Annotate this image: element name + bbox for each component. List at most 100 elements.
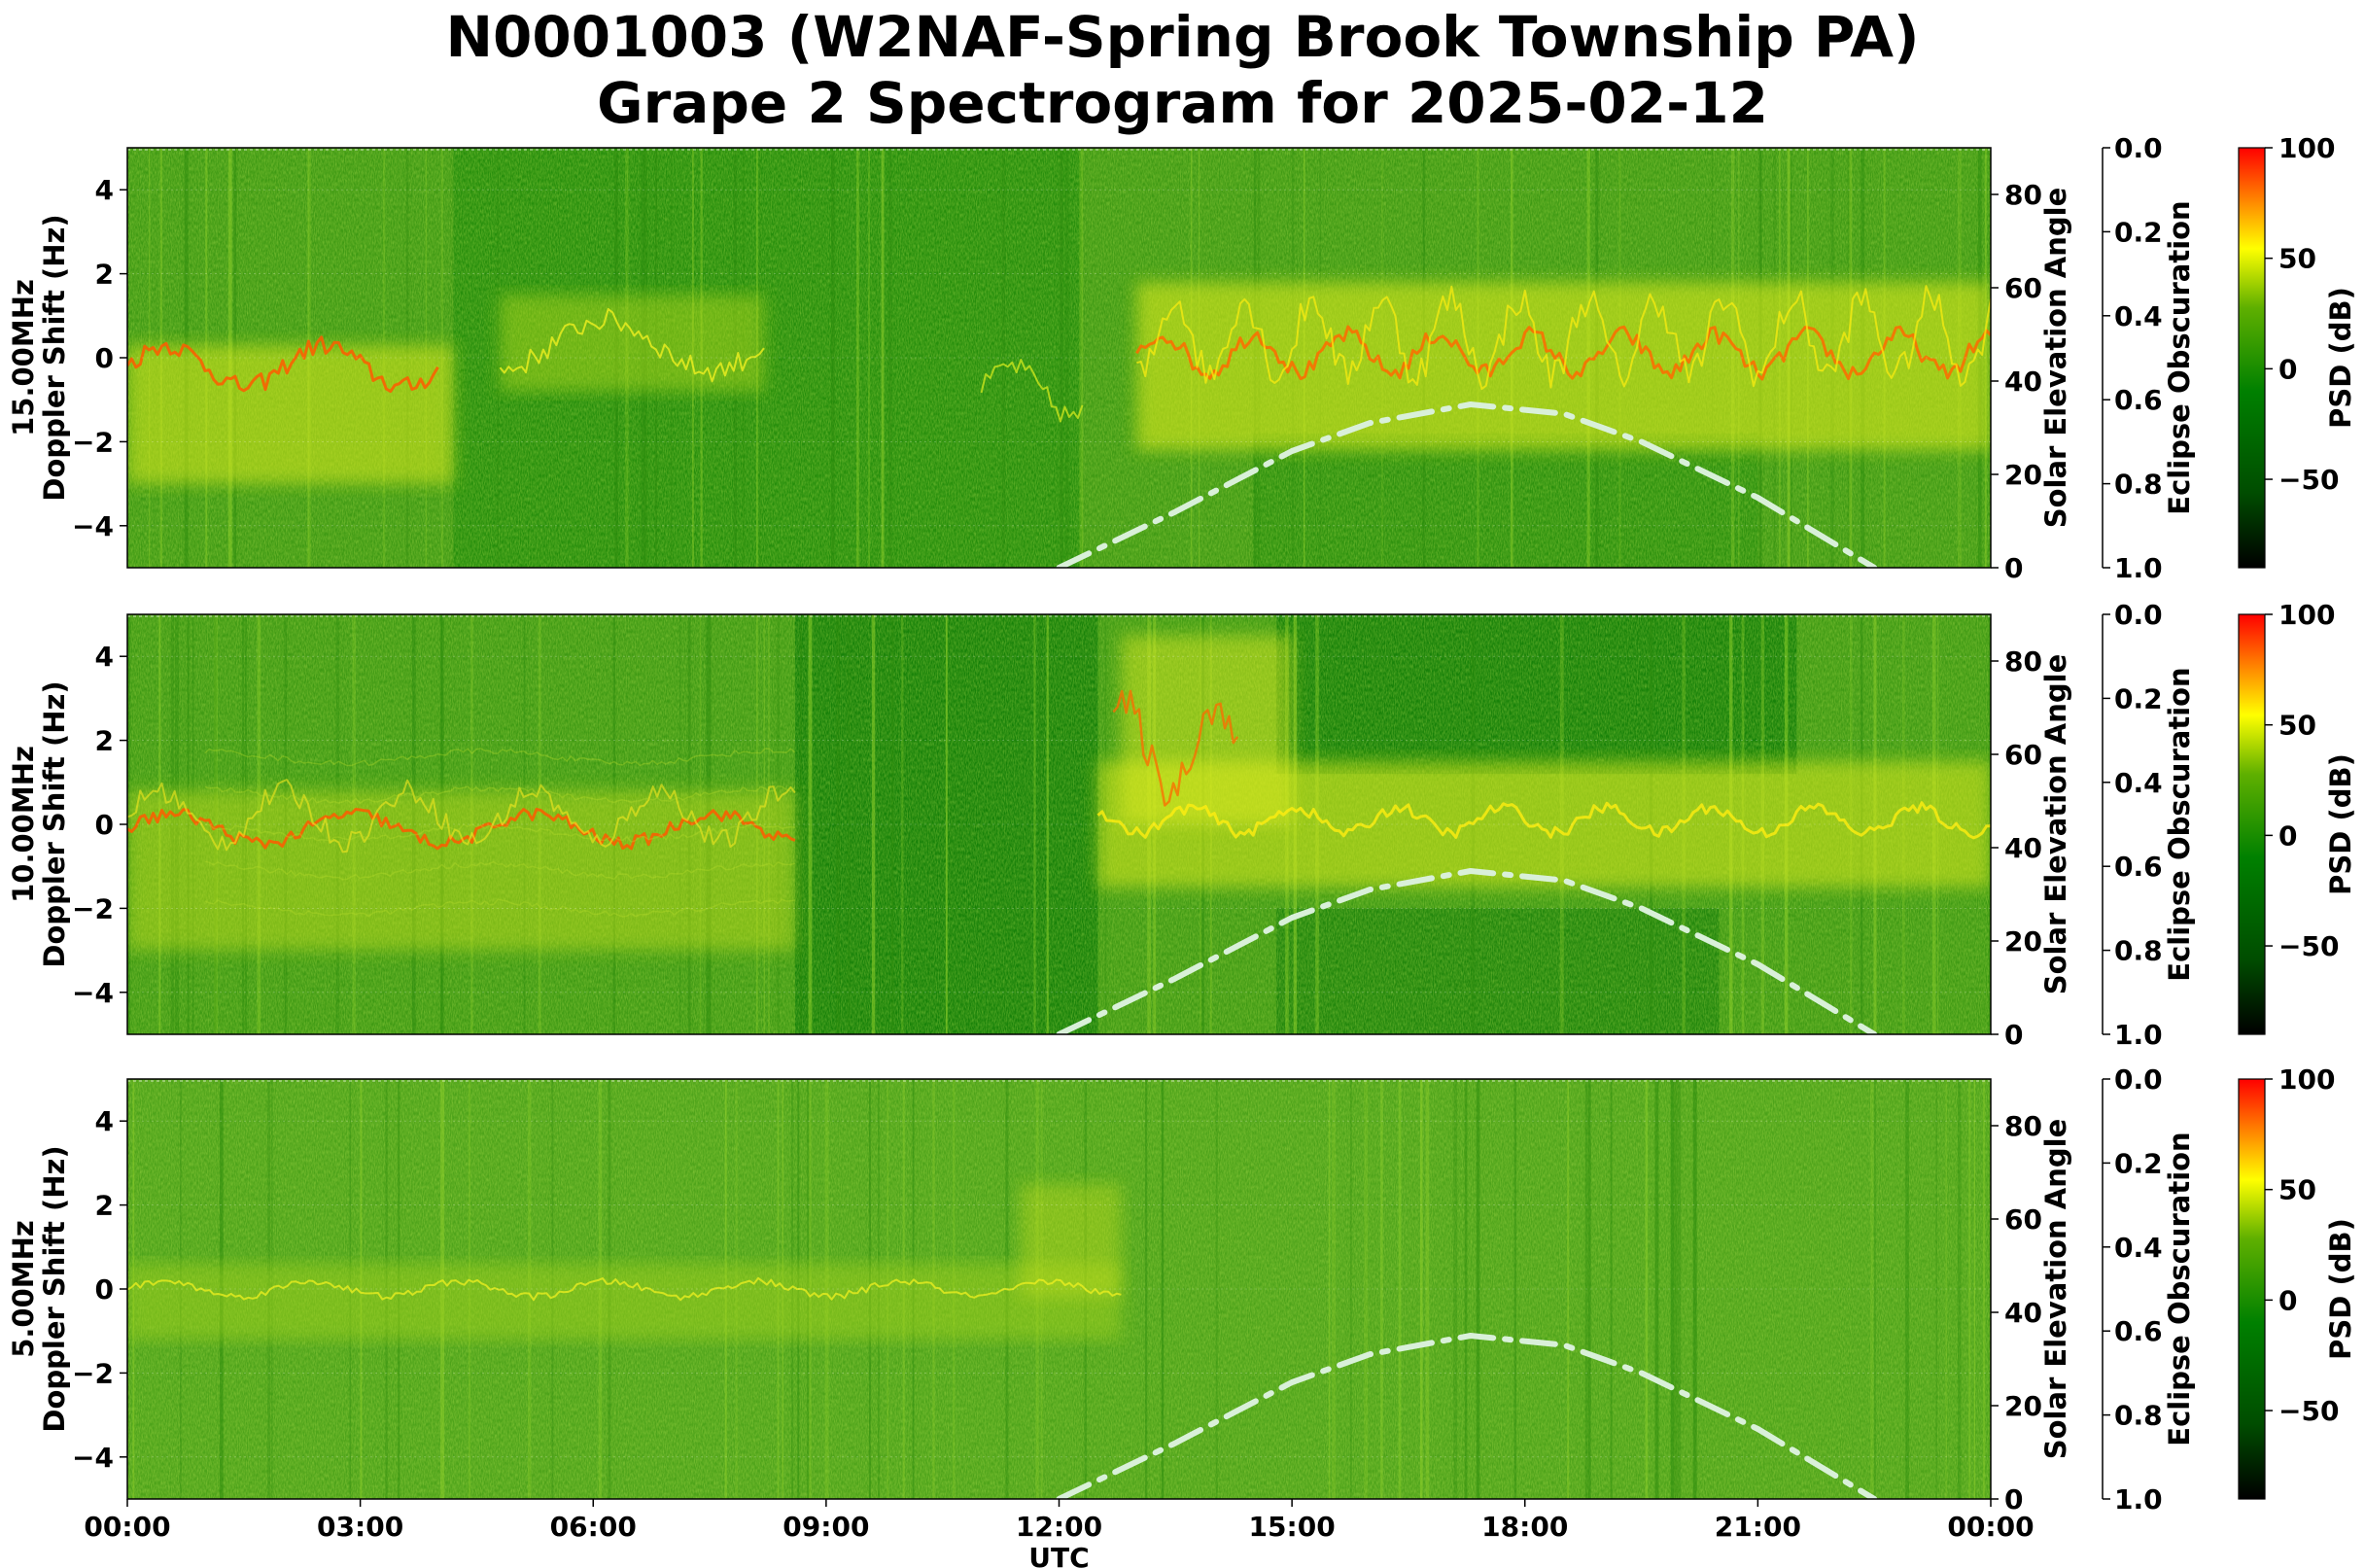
vertical-streak: [1584, 1079, 1587, 1499]
vertical-streak: [1476, 1079, 1480, 1499]
vertical-streak: [1419, 1079, 1422, 1499]
ytick-label: −4: [72, 510, 114, 542]
xtick-label: 03:00: [317, 1511, 403, 1543]
eclipse-tick-label: 1.0: [2114, 1019, 2163, 1051]
vertical-streak: [1364, 1079, 1369, 1499]
eclipse-tick-label: 0.2: [2114, 1147, 2163, 1179]
vertical-streak: [1645, 1079, 1649, 1499]
vertical-streak: [1973, 1079, 1975, 1499]
ytick-label: 2: [95, 259, 114, 291]
spectrogram-area: [127, 1079, 1991, 1499]
panel-frequency-label: 5.00MHz: [7, 1220, 40, 1358]
vertical-streak: [1060, 148, 1063, 568]
vertical-streak: [1161, 1079, 1165, 1499]
eclipse-tick-label: 0.2: [2114, 216, 2163, 248]
vertical-streak: [1567, 1079, 1570, 1499]
vertical-streak: [1215, 1079, 1218, 1499]
signal-trace: [980, 358, 1084, 423]
solar-axis-label: Solar Elevation Angle: [2039, 654, 2072, 995]
title-line-2: Grape 2 Spectrogram for 2025-02-12: [597, 70, 1768, 136]
eclipse-tick-label: 0.6: [2114, 384, 2163, 416]
ytick-label: 0: [95, 342, 114, 374]
colorbar-label: PSD (dB): [2324, 753, 2357, 895]
vertical-streak: [1935, 1079, 1937, 1499]
eclipse-tick-label: 0.4: [2114, 767, 2163, 799]
colorbar: [2238, 147, 2266, 569]
vertical-streak: [891, 614, 894, 1034]
xtick-label: 00:00: [84, 1511, 170, 1543]
solar-tick-label: 40: [2004, 832, 2042, 864]
colorbar-tick-label: 100: [2278, 1063, 2335, 1096]
harmonic-trace: [204, 784, 796, 805]
xtick-label: 18:00: [1481, 1511, 1568, 1543]
vertical-streak: [1328, 1079, 1331, 1499]
vertical-streak: [1670, 1079, 1675, 1499]
signal-trace: [127, 335, 439, 394]
chart-title: N0001003 (W2NAF-Spring Brook Township PA…: [0, 4, 2365, 136]
solar-elevation-curve: [1056, 401, 1878, 568]
y-axis-label: Doppler Shift (Hz): [38, 1145, 71, 1432]
solar-tick-label: 60: [2004, 1203, 2042, 1236]
eclipse-axis-label: Eclipse Obscuration: [2163, 667, 2196, 981]
colorbar-tick-label: 0: [2278, 819, 2297, 852]
eclipse-tick-label: 0.4: [2114, 1232, 2163, 1264]
ytick-label: −2: [72, 426, 114, 458]
xtick-label: 09:00: [783, 1511, 869, 1543]
signal-glow: [500, 295, 764, 392]
solar-tick-label: 20: [2004, 459, 2042, 491]
signal-glow: [1121, 635, 1293, 824]
eclipse-axis-label: Eclipse Obscuration: [2163, 1132, 2196, 1446]
signal-trace: [1096, 801, 1991, 840]
eclipse-tick-label: 1.0: [2114, 552, 2163, 584]
vertical-streak: [1654, 1079, 1659, 1499]
eclipse-tick-label: 0.8: [2114, 935, 2163, 967]
eclipse-tick-label: 0.2: [2114, 682, 2163, 714]
colorbar-tick-label: −50: [2278, 464, 2339, 496]
ytick-label: −4: [72, 1442, 114, 1474]
y-axis-label: Doppler Shift (Hz): [38, 680, 71, 967]
solar-tick-label: 80: [2004, 645, 2042, 678]
xtick-label: 12:00: [1016, 1511, 1102, 1543]
vertical-streak: [799, 614, 803, 1034]
solar-elevation-curve: [1056, 868, 1878, 1034]
vertical-streak: [1420, 1079, 1423, 1499]
eclipse-tick-label: 0.6: [2114, 1315, 2163, 1347]
vertical-streak: [946, 614, 948, 1034]
ytick-label: −2: [72, 1357, 114, 1389]
vertical-streak: [871, 614, 876, 1034]
solar-tick-label: 0: [2004, 1019, 2023, 1051]
xtick-label: 21:00: [1715, 1511, 1801, 1543]
ytick-label: 0: [95, 809, 114, 841]
vertical-streak: [831, 148, 835, 568]
vertical-streak: [1079, 148, 1083, 568]
vertical-streak: [1144, 1079, 1148, 1499]
signal-trace: [1112, 689, 1239, 807]
vertical-streak: [497, 148, 499, 568]
solar-axis-label: Solar Elevation Angle: [2039, 1119, 2072, 1460]
signal-trace: [1136, 285, 1991, 391]
vertical-streak: [1905, 1079, 1909, 1499]
solar-tick-label: 60: [2004, 272, 2042, 304]
colorbar-tick-label: 0: [2278, 353, 2297, 385]
vertical-streak: [1350, 1079, 1352, 1499]
solar-tick-label: 0: [2004, 552, 2023, 584]
vertical-streak: [1046, 614, 1049, 1034]
colorbar-tick-label: 50: [2278, 1174, 2316, 1206]
eclipse-tick-label: 0.4: [2114, 300, 2163, 332]
spectrogram-area: [127, 148, 1991, 568]
solar-tick-label: 80: [2004, 1110, 2042, 1142]
vertical-streak: [1677, 1079, 1682, 1499]
vertical-streak: [1064, 148, 1069, 568]
xtick-label: 15:00: [1249, 1511, 1336, 1543]
vertical-streak: [1398, 1079, 1402, 1499]
xtick-label: 06:00: [550, 1511, 637, 1543]
ytick-label: −4: [72, 977, 114, 1009]
ytick-label: 4: [95, 641, 114, 673]
eclipse-tick-label: 0.6: [2114, 851, 2163, 883]
signal-trace: [499, 307, 765, 383]
vertical-streak: [1001, 148, 1006, 568]
colorbar-tick-label: 100: [2278, 599, 2335, 631]
solar-elevation-curve: [1056, 1333, 1878, 1499]
